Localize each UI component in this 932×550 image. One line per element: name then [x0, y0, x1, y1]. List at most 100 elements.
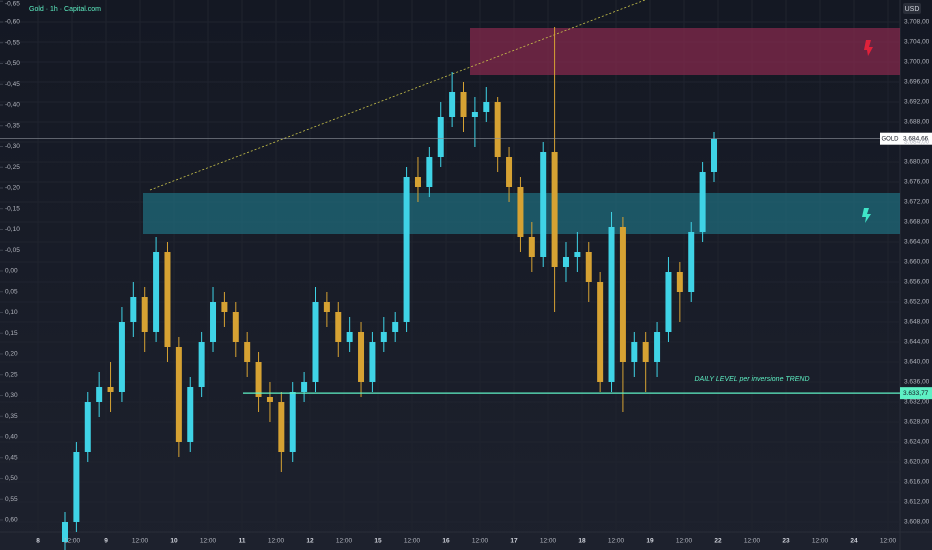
- candle-body: [494, 102, 501, 157]
- candle-body: [460, 92, 467, 117]
- candle-body: [107, 387, 114, 392]
- y-tick-label: 3.632,00: [904, 399, 930, 406]
- y2-tick-label: -0,05: [5, 247, 20, 254]
- y-tick-label: 3.680,00: [904, 159, 930, 166]
- candle-body: [175, 347, 182, 442]
- candle-body: [301, 382, 308, 392]
- x-tick-label: 22: [714, 538, 722, 545]
- y-tick-label: 3.648,00: [904, 319, 930, 326]
- x-tick-label: 12:00: [608, 538, 625, 545]
- y2-tick-label: -0,60: [5, 19, 20, 26]
- candle-body: [471, 112, 478, 117]
- y2-tick-label: -0,15: [5, 205, 20, 212]
- chart-title: Gold · 1h · Capital.com: [29, 6, 101, 13]
- candle-body: [414, 177, 421, 187]
- candle-body: [84, 402, 91, 452]
- trend-line: [149, 0, 646, 191]
- x-tick-label: 12:00: [744, 538, 761, 545]
- candle-body: [711, 138, 717, 172]
- candle-body: [335, 312, 342, 342]
- candle-body: [506, 157, 513, 187]
- x-tick-label: 12:00: [200, 538, 217, 545]
- y-tick-label: 3.684,00: [904, 139, 930, 146]
- y2-tick-label: -0,25: [5, 164, 20, 171]
- y2-tick-label: -0,35: [5, 122, 20, 129]
- y2-tick-label: 0,10: [5, 309, 18, 316]
- y2-tick-label: 0,45: [5, 454, 18, 461]
- y2-tick-label: 0,55: [5, 496, 18, 503]
- x-tick-label: 9: [104, 538, 108, 545]
- currency-box[interactable]: [903, 3, 921, 14]
- y2-tick-label: -0,40: [5, 102, 20, 109]
- candle-body: [210, 302, 217, 342]
- y2-tick-label: 0,35: [5, 413, 18, 420]
- candle-body: [346, 332, 353, 342]
- x-tick-label: 12:00: [336, 538, 353, 545]
- candle-body: [585, 252, 592, 282]
- y-tick-label: 3.696,00: [904, 79, 930, 86]
- candle-body: [118, 322, 125, 392]
- candle-body: [619, 227, 626, 362]
- candle-body: [631, 342, 638, 362]
- x-tick-label: 24: [850, 538, 858, 545]
- price-tag: [900, 387, 932, 400]
- candle-body: [654, 332, 661, 362]
- y-tick-label: 3.708,00: [904, 19, 930, 26]
- y-tick-label: 3.612,00: [904, 499, 930, 506]
- candle-body: [153, 252, 160, 332]
- candle-body: [369, 342, 376, 382]
- candle-body: [426, 157, 433, 187]
- y-tick-label: 3.700,00: [904, 59, 930, 66]
- candle-body: [164, 252, 171, 347]
- candle-body: [312, 302, 319, 382]
- candle-body: [62, 522, 68, 542]
- x-tick-label: 16: [442, 538, 450, 545]
- y2-tick-label: -0,65: [5, 1, 20, 8]
- candle-body: [392, 322, 399, 332]
- symbol-tag: [880, 132, 900, 145]
- zone: [470, 28, 900, 75]
- y2-tick-label: 0,25: [5, 371, 18, 378]
- x-tick-label: 12:00: [540, 538, 557, 545]
- y2-tick-label: -0,30: [5, 143, 20, 150]
- y2-tick-label: -0,55: [5, 39, 20, 46]
- candle-body: [130, 297, 137, 322]
- y2-tick-label: 0,50: [5, 475, 18, 482]
- candle-body: [517, 187, 524, 237]
- x-tick-label: 19: [646, 538, 654, 545]
- x-tick-label: 12: [306, 538, 314, 545]
- bullish-icon: [862, 208, 871, 223]
- x-tick-label: 18: [578, 538, 586, 545]
- x-tick-label: 12:00: [812, 538, 829, 545]
- y2-tick-label: 0,15: [5, 330, 18, 337]
- y2-tick-label: 0,00: [5, 268, 18, 275]
- y2-tick-label: 0,30: [5, 392, 18, 399]
- y2-tick-label: 0,05: [5, 288, 18, 295]
- candle-body: [403, 177, 410, 322]
- daily-level-text: DAILY LEVEL per inversione TREND: [694, 376, 809, 383]
- candle-body: [437, 117, 444, 157]
- candle-body: [244, 342, 251, 362]
- candle-body: [699, 172, 706, 232]
- y-tick-label: 3.668,00: [904, 219, 930, 226]
- y-tick-label: 3.608,00: [904, 519, 930, 526]
- candle-body: [528, 237, 535, 257]
- y-tick-label: 3.672,00: [904, 199, 930, 206]
- y-tick-label: 3.620,00: [904, 459, 930, 466]
- x-tick-label: 12:00: [268, 538, 285, 545]
- y-tick-label: 3.652,00: [904, 299, 930, 306]
- y2-tick-label: 0,20: [5, 351, 18, 358]
- y-tick-label: 3.636,00: [904, 379, 930, 386]
- currency[interactable]: USD: [905, 6, 920, 13]
- candle-body: [198, 342, 205, 387]
- candle-body: [358, 332, 365, 382]
- x-tick-label: 12:00: [472, 538, 489, 545]
- x-tick-label: 8: [36, 538, 40, 545]
- price-tag-label: 3.684,66: [903, 135, 929, 142]
- x-tick-label: 10: [170, 538, 178, 545]
- candle-body: [187, 387, 194, 442]
- candle-body: [688, 232, 695, 292]
- candle-body: [232, 312, 239, 342]
